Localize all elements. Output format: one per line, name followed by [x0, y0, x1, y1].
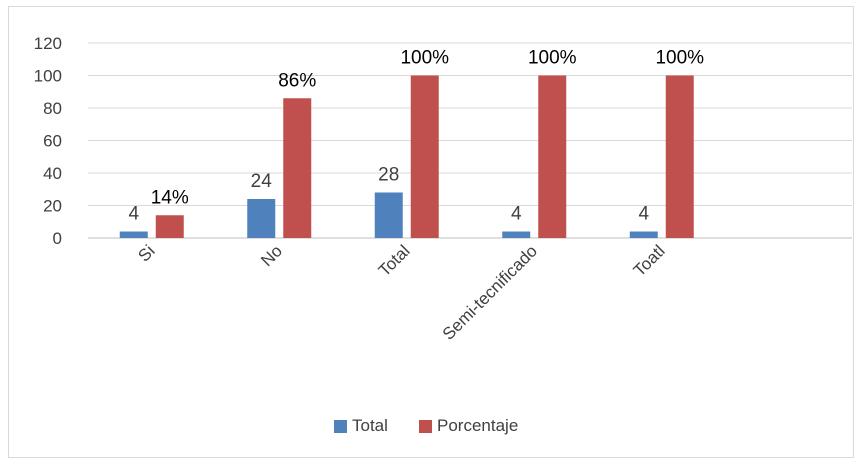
data-label: 100%	[528, 48, 577, 69]
x-tick-label: Total	[375, 241, 414, 280]
bars	[119, 75, 694, 238]
data-label: 14%	[151, 187, 189, 208]
y-tick-label: 20	[43, 197, 62, 216]
legend-label: Total	[352, 416, 388, 435]
legend-swatch	[334, 420, 347, 433]
x-axis-category-labels: Si No Total Semi-tecnificado Toatl	[134, 241, 668, 343]
y-tick-label: 120	[34, 34, 62, 53]
legend-swatch	[419, 420, 432, 433]
data-label: 86%	[278, 70, 316, 91]
data-label: 4	[128, 204, 139, 225]
x-tick-label: No	[257, 241, 286, 270]
data-label: 100%	[400, 48, 449, 69]
data-label: 24	[251, 171, 273, 192]
bar-total-1	[247, 199, 276, 238]
x-tick-label: Semi-tecnificado	[439, 241, 541, 343]
y-axis-tick-labels: 0 20 40 60 80 100 120	[34, 34, 62, 248]
data-label: 100%	[655, 48, 704, 69]
y-tick-label: 40	[43, 164, 62, 183]
bar-porcentaje-0	[155, 215, 184, 238]
bar-total-4	[629, 231, 658, 238]
data-label: 28	[378, 165, 399, 186]
data-label: 4	[638, 204, 649, 225]
gridlines	[88, 42, 852, 239]
y-tick-label: 60	[43, 132, 62, 151]
bar-porcentaje-2	[410, 75, 439, 238]
data-label: 4	[511, 204, 522, 225]
legend: Total Porcentaje	[334, 416, 518, 435]
y-tick-label: 80	[43, 99, 62, 118]
y-tick-label: 0	[53, 229, 62, 248]
bar-total-0	[119, 231, 148, 238]
bar-porcentaje-3	[538, 75, 567, 238]
x-tick-label: Toatl	[630, 241, 669, 280]
bar-porcentaje-4	[665, 75, 694, 238]
legend-label: Porcentaje	[437, 416, 518, 435]
bar-porcentaje-1	[283, 98, 312, 238]
data-labels: 4 14% 24 86% 28 100% 4 100% 4 100%	[128, 48, 704, 225]
y-tick-label: 100	[34, 67, 62, 86]
bar-total-2	[374, 192, 403, 238]
bar-total-3	[502, 231, 531, 238]
x-tick-label: Si	[134, 241, 158, 265]
